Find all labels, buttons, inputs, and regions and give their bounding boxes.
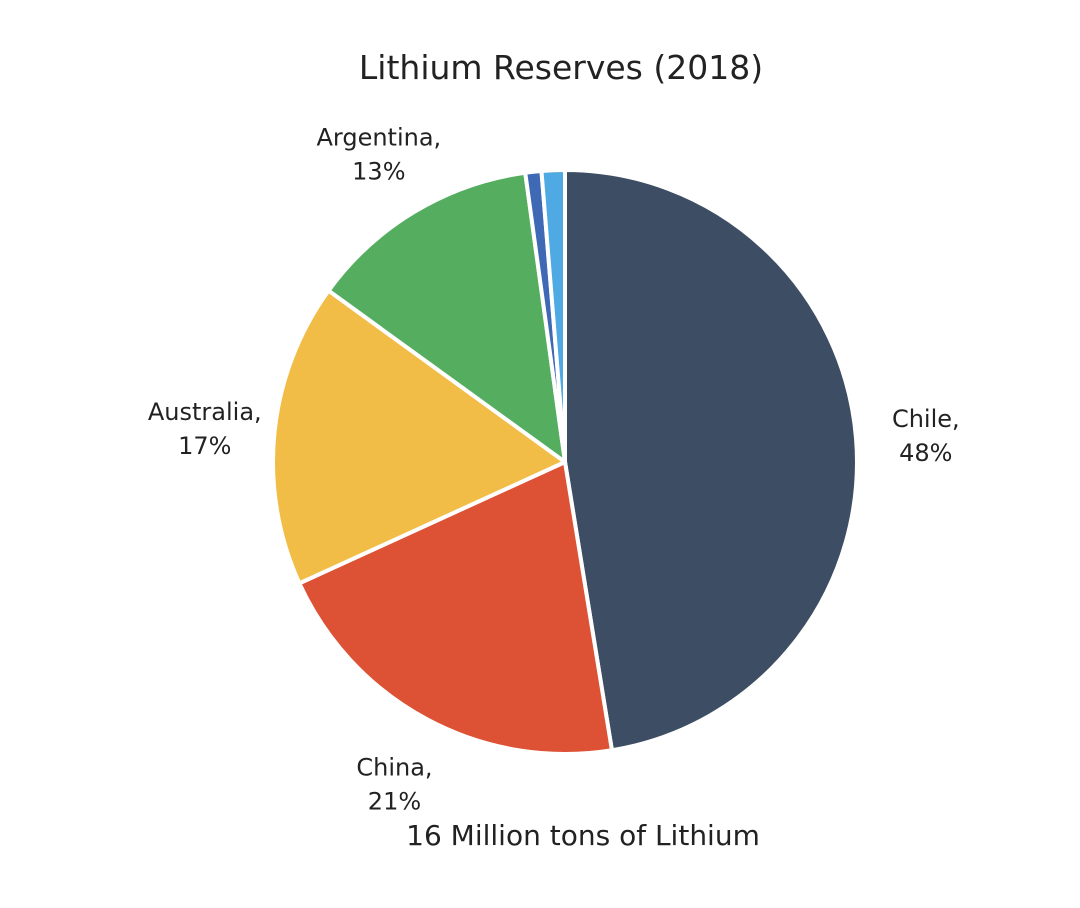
pie-slice-china: [297, 460, 614, 756]
pie-label-argentina: Argentina, 13%: [316, 124, 441, 186]
pie-labels: Chile, 48% China, 21% Australia, 17% Argentina…: [148, 124, 960, 816]
pie-slice-australia: [271, 288, 567, 586]
pie-label-name: Argentina,: [316, 124, 441, 152]
chart-title: Lithium Reserves (2018): [359, 48, 763, 87]
pie-slice-argentina: [326, 170, 567, 464]
pie-label-china: China, 21%: [356, 753, 432, 815]
pie-label-name: China,: [356, 753, 432, 781]
pie-label-percent: 21%: [368, 787, 421, 815]
pie-slices: [271, 168, 859, 756]
pie-label-percent: 48%: [899, 439, 952, 467]
pie-label-percent: 13%: [352, 158, 405, 186]
pie-label-australia: Australia, 17%: [148, 398, 262, 460]
pie-label-chile: Chile, 48%: [892, 405, 960, 467]
pie-label-name: Chile,: [892, 405, 960, 433]
pie-label-name: Australia,: [148, 398, 262, 426]
pie-slice-chile: [563, 168, 859, 753]
chart-subtitle: 16 Million tons of Lithium: [406, 819, 760, 852]
pie-slice-other-b: [539, 168, 567, 464]
pie-label-percent: 17%: [178, 432, 231, 460]
